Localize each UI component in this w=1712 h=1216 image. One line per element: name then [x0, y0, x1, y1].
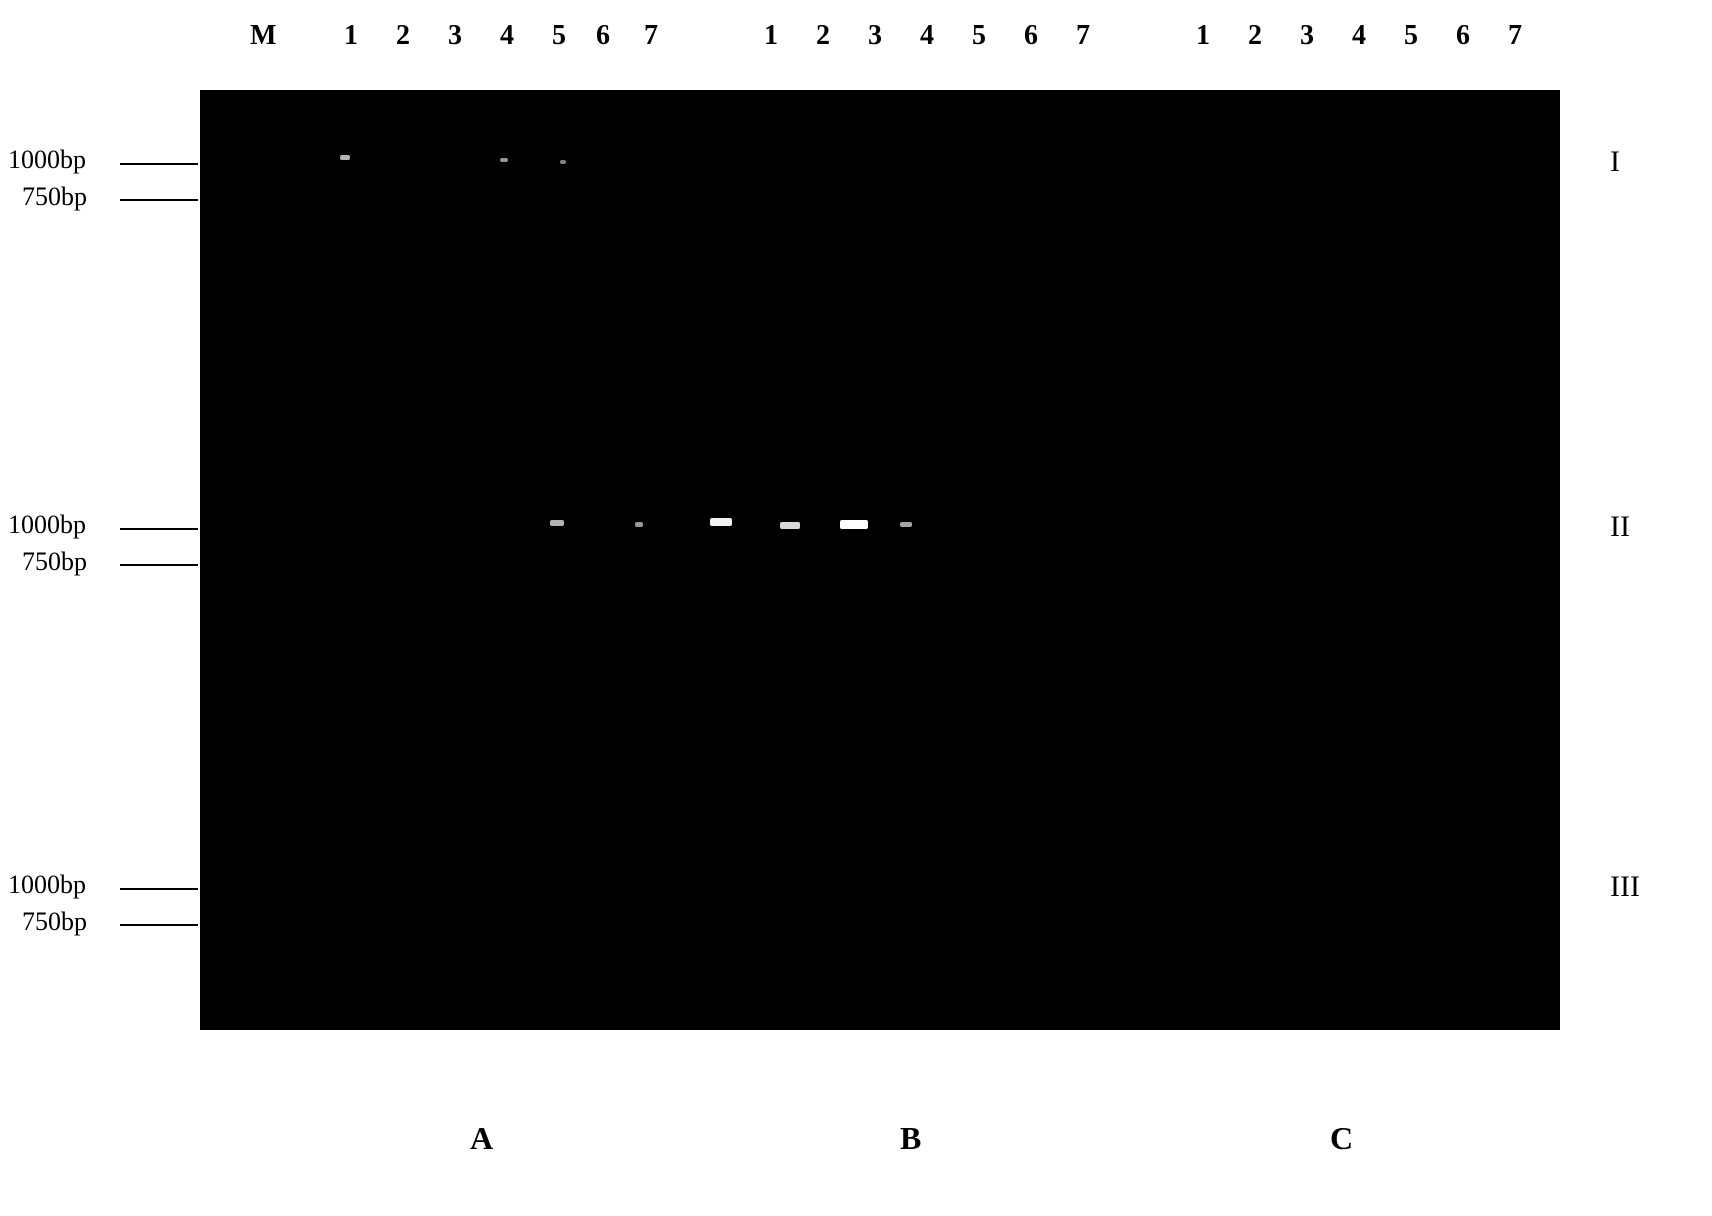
marker-label-r3-1000: 1000bp [8, 870, 86, 900]
marker-label-r1-1000: 1000bp [8, 145, 86, 175]
lane-label-a6: 6 [596, 20, 610, 52]
lane-label-c5: 5 [1404, 20, 1418, 52]
lane-label-c1: 1 [1196, 20, 1210, 52]
gel-image [200, 90, 1560, 1030]
lane-label-c3: 3 [1300, 20, 1314, 52]
lane-label-b2: 2 [816, 20, 830, 52]
lane-label-a4: 4 [500, 20, 514, 52]
row-label-2: II [1610, 510, 1630, 544]
panel-label-c: C [1330, 1120, 1353, 1157]
lane-label-b7: 7 [1076, 20, 1090, 52]
gel-band [560, 160, 566, 164]
lane-label-a5: 5 [552, 20, 566, 52]
marker-line [120, 163, 198, 165]
marker-line [120, 888, 198, 890]
lane-label-marker: M [250, 20, 276, 52]
marker-label-r2-1000: 1000bp [8, 510, 86, 540]
lane-label-a1: 1 [344, 20, 358, 52]
lane-label-c7: 7 [1508, 20, 1522, 52]
lane-label-a7: 7 [644, 20, 658, 52]
gel-band [500, 158, 508, 162]
gel-band [340, 155, 350, 160]
panel-label-b: B [900, 1120, 921, 1157]
figure-container: M 1 2 3 4 5 6 7 1 2 3 4 5 6 7 1 2 3 4 5 … [0, 0, 1712, 1216]
gel-band [840, 520, 868, 529]
lane-label-b4: 4 [920, 20, 934, 52]
marker-label-r3-750: 750bp [22, 907, 87, 937]
marker-line [120, 564, 198, 566]
lane-label-b5: 5 [972, 20, 986, 52]
lane-label-b3: 3 [868, 20, 882, 52]
lane-label-c6: 6 [1456, 20, 1470, 52]
marker-label-r2-750: 750bp [22, 547, 87, 577]
lane-label-a2: 2 [396, 20, 410, 52]
row-label-3: III [1610, 870, 1640, 904]
marker-label-r1-750: 750bp [22, 182, 87, 212]
gel-band [550, 520, 564, 526]
lane-label-c2: 2 [1248, 20, 1262, 52]
gel-band [900, 522, 912, 527]
lane-label-b1: 1 [764, 20, 778, 52]
marker-line [120, 199, 198, 201]
marker-line [120, 528, 198, 530]
gel-band [710, 518, 732, 526]
gel-band [635, 522, 643, 527]
marker-line [120, 924, 198, 926]
row-label-1: I [1610, 145, 1620, 179]
gel-band [780, 522, 800, 529]
lane-label-b6: 6 [1024, 20, 1038, 52]
lane-labels-row: M 1 2 3 4 5 6 7 1 2 3 4 5 6 7 1 2 3 4 5 … [0, 20, 1712, 60]
lane-label-c4: 4 [1352, 20, 1366, 52]
panel-label-a: A [470, 1120, 493, 1157]
lane-label-a3: 3 [448, 20, 462, 52]
